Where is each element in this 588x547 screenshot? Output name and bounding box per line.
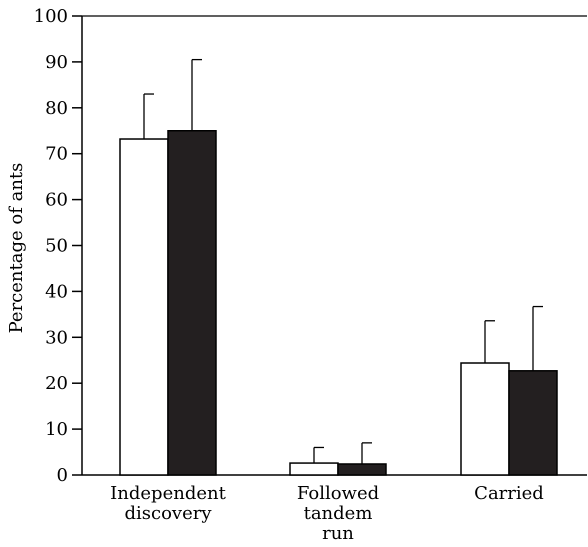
y-tick-label: 70 xyxy=(45,144,68,165)
y-tick-label: 40 xyxy=(45,281,68,302)
bars xyxy=(119,130,558,476)
bar xyxy=(167,130,217,476)
bar xyxy=(508,370,558,476)
y-tick-label: 100 xyxy=(34,6,68,27)
x-category-label-line: Independent xyxy=(110,483,226,504)
y-tick-label: 30 xyxy=(45,327,68,348)
x-category-label-line: tandem xyxy=(304,503,373,524)
y-tick-label: 50 xyxy=(45,236,68,257)
bar xyxy=(460,362,510,476)
x-category-label: Carried xyxy=(474,483,544,504)
x-category-label-line: Carried xyxy=(474,483,544,504)
x-category-label-line: discovery xyxy=(124,503,212,524)
error-bars xyxy=(143,58,543,464)
x-category-label-line: run xyxy=(322,523,354,544)
y-tick-label: 90 xyxy=(45,52,68,73)
y-tick-label: 80 xyxy=(45,98,68,119)
x-category-label: Followed tandem run xyxy=(297,483,379,544)
bar xyxy=(337,463,387,476)
y-axis-title: Percentage of ants xyxy=(6,163,27,334)
bar xyxy=(119,138,169,476)
bar xyxy=(289,462,339,476)
x-category-label-line: Followed xyxy=(297,483,379,504)
y-axis-ticks: 0 10 20 30 40 50 60 70 80 90 100 xyxy=(34,6,82,486)
x-axis-category-labels: Independent discovery Followed tandem run Car… xyxy=(110,483,544,544)
x-category-label: Independent discovery xyxy=(110,483,226,524)
y-tick-label: 10 xyxy=(45,419,68,440)
y-tick-label: 0 xyxy=(57,465,68,486)
y-tick-label: 60 xyxy=(45,190,68,211)
y-tick-label: 20 xyxy=(45,373,68,394)
